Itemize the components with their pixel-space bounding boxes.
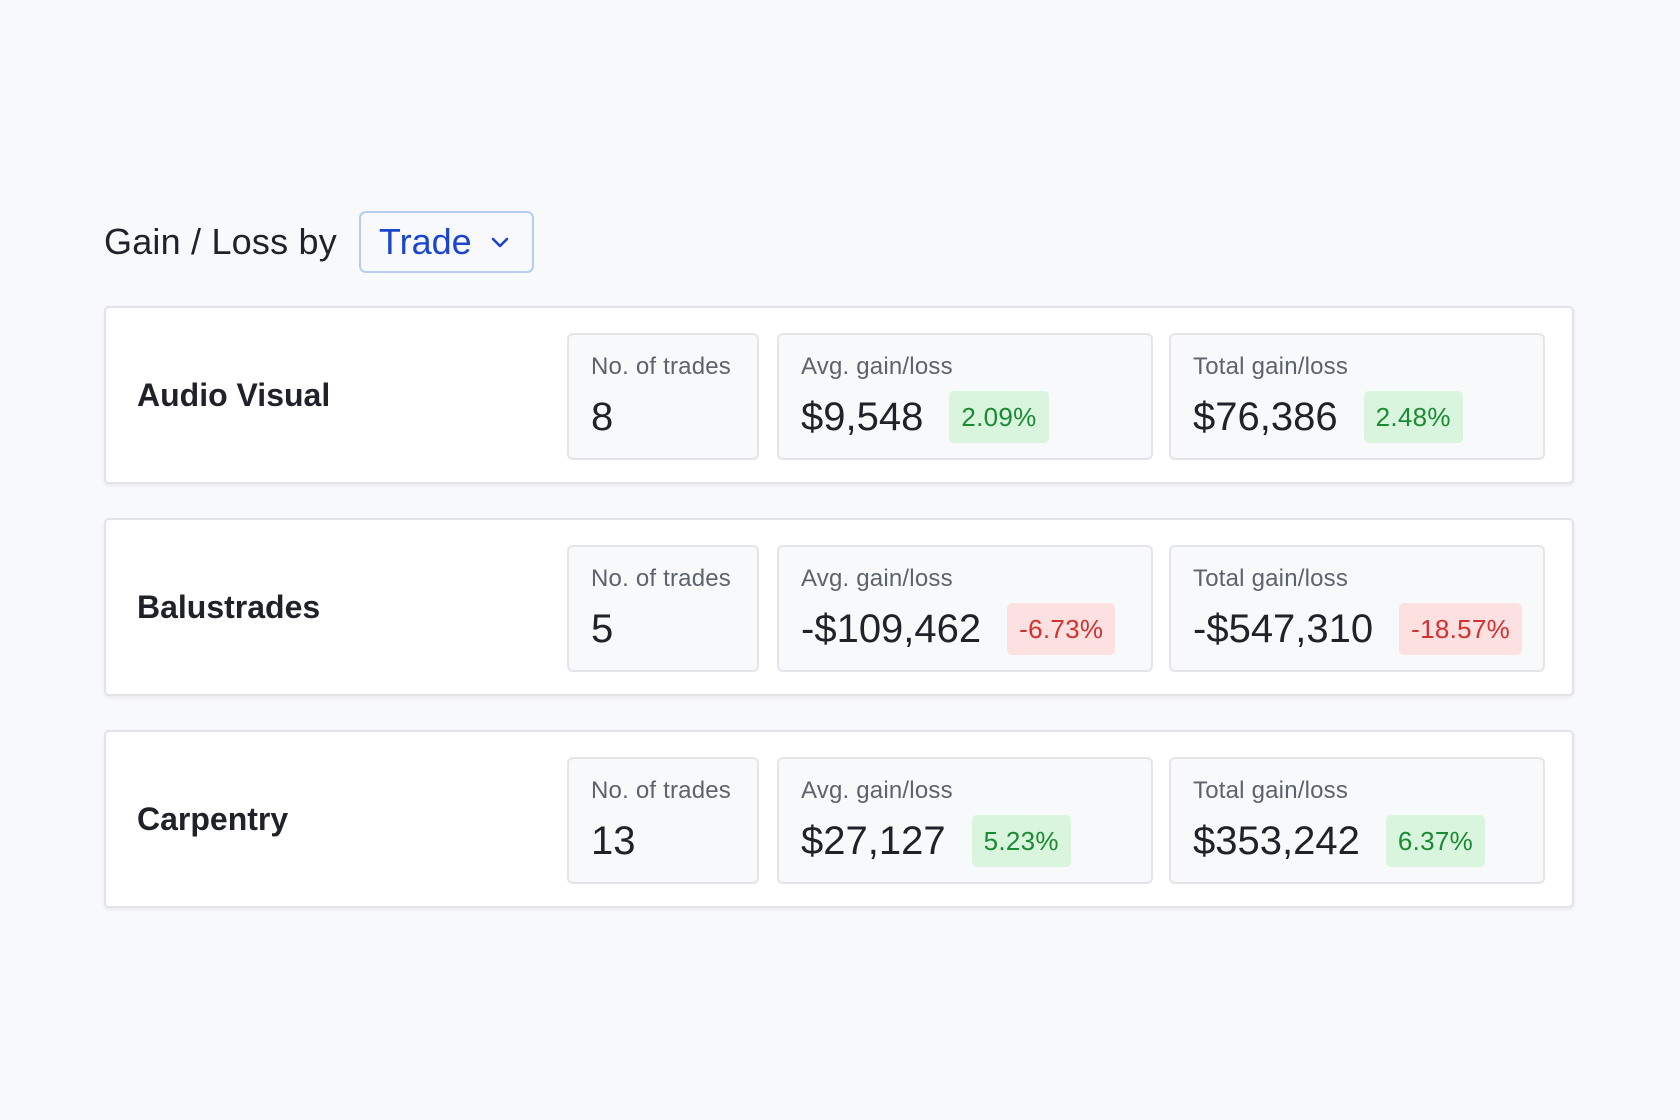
page-header: Gain / Loss by Trade bbox=[104, 210, 534, 274]
avg-gain-loss-card: Avg. gain/loss $9,548 2.09% bbox=[777, 333, 1153, 460]
avg-gain-loss-card: Avg. gain/loss $27,127 5.23% bbox=[777, 757, 1153, 884]
total-percent-badge: -18.57% bbox=[1399, 603, 1523, 655]
avg-percent-badge: -6.73% bbox=[1007, 603, 1116, 655]
group-by-dropdown[interactable]: Trade bbox=[358, 211, 534, 273]
trade-count-label: No. of trades bbox=[591, 777, 732, 804]
total-gain-loss-label: Total gain/loss bbox=[1193, 565, 1349, 592]
trade-row: Audio Visual No. of trades 8 Avg. gain/l… bbox=[104, 306, 1574, 484]
trade-count-card: No. of trades 13 bbox=[567, 757, 759, 884]
total-percent-badge: 6.37% bbox=[1385, 815, 1486, 867]
avg-gain-loss-value: -$109,462 bbox=[801, 607, 982, 651]
avg-gain-loss-label: Avg. gain/loss bbox=[801, 777, 953, 804]
trade-list: Audio Visual No. of trades 8 Avg. gain/l… bbox=[104, 306, 1574, 942]
trade-count-card: No. of trades 5 bbox=[567, 545, 759, 672]
avg-gain-loss-card: Avg. gain/loss -$109,462 -6.73% bbox=[777, 545, 1153, 672]
trade-count-label: No. of trades bbox=[591, 565, 732, 592]
total-percent-badge: 2.48% bbox=[1363, 391, 1463, 443]
trade-count-value: 8 bbox=[591, 395, 614, 439]
total-gain-loss-card: Total gain/loss $76,386 2.48% bbox=[1169, 333, 1545, 460]
avg-percent-badge: 5.23% bbox=[971, 815, 1071, 867]
trade-count-card: No. of trades 8 bbox=[567, 333, 759, 460]
trade-count-value: 5 bbox=[591, 607, 614, 651]
trade-name: Balustrades bbox=[137, 588, 321, 625]
trade-row: Carpentry No. of trades 13 Avg. gain/los… bbox=[104, 730, 1574, 908]
avg-gain-loss-value: $9,548 bbox=[801, 395, 924, 439]
trade-name: Carpentry bbox=[137, 800, 289, 837]
trade-row: Balustrades No. of trades 5 Avg. gain/lo… bbox=[104, 518, 1574, 696]
avg-gain-loss-value: $27,127 bbox=[801, 819, 946, 863]
total-gain-loss-value: $353,242 bbox=[1193, 819, 1360, 863]
trade-name: Audio Visual bbox=[137, 376, 331, 413]
total-gain-loss-label: Total gain/loss bbox=[1193, 777, 1349, 804]
total-gain-loss-card: Total gain/loss -$547,310 -18.57% bbox=[1169, 545, 1545, 672]
total-gain-loss-value: $76,386 bbox=[1193, 395, 1338, 439]
avg-gain-loss-label: Avg. gain/loss bbox=[801, 353, 953, 380]
total-gain-loss-label: Total gain/loss bbox=[1193, 353, 1349, 380]
total-gain-loss-value: -$547,310 bbox=[1193, 607, 1374, 651]
group-by-dropdown-value: Trade bbox=[378, 221, 472, 262]
avg-gain-loss-label: Avg. gain/loss bbox=[801, 565, 953, 592]
trade-count-value: 13 bbox=[591, 819, 636, 863]
trade-count-label: No. of trades bbox=[591, 353, 732, 380]
avg-percent-badge: 2.09% bbox=[949, 391, 1049, 443]
total-gain-loss-card: Total gain/loss $353,242 6.37% bbox=[1169, 757, 1545, 884]
page-title: Gain / Loss by bbox=[104, 221, 337, 262]
chevron-down-icon bbox=[491, 237, 508, 248]
